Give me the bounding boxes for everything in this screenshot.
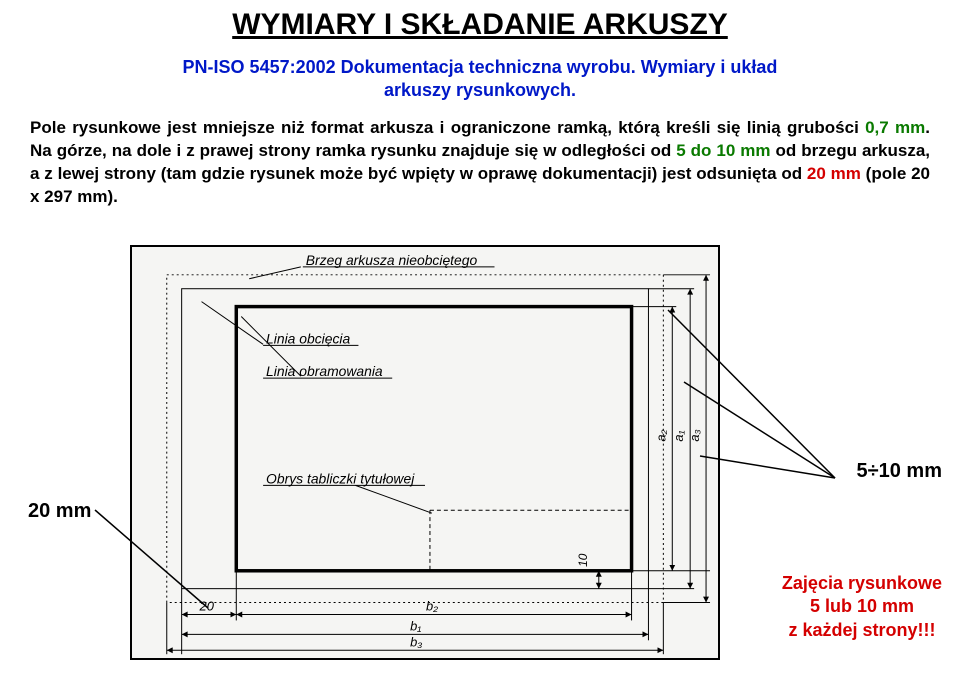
body-paragraph: Pole rysunkowe jest mniejsze niż format … bbox=[30, 117, 930, 209]
para-bold3: 20 mm bbox=[807, 164, 861, 183]
subtitle: PN-ISO 5457:2002 Dokumentacja techniczna… bbox=[0, 56, 960, 103]
technical-diagram: Brzeg arkusza nieobciętego Linia obcięci… bbox=[130, 245, 720, 660]
para-seg1: Pole rysunkowe jest mniejsze niż format … bbox=[30, 118, 865, 137]
para-bold2: 5 do 10 mm bbox=[676, 141, 770, 160]
label-tab: Obrys tabliczki tytułowej bbox=[266, 470, 415, 486]
leader-brzeg bbox=[249, 267, 301, 279]
leader-tab bbox=[355, 485, 431, 513]
dim-b2-text: b₂ bbox=[426, 599, 438, 614]
label-brzeg: Brzeg arkusza nieobciętego bbox=[306, 252, 478, 268]
left-margin-label: 20 mm bbox=[28, 500, 91, 523]
dim-a1-text: a₁ bbox=[671, 430, 686, 441]
subtitle-line2: arkuszy rysunkowych. bbox=[384, 80, 576, 100]
dim-20-text: 20 bbox=[199, 599, 215, 614]
dim-a2-text: a₂ bbox=[653, 429, 668, 441]
right-red-note: Zajęcia rysunkowe 5 lub 10 mm z każdej s… bbox=[782, 572, 942, 642]
para-bold1: 0,7 mm bbox=[865, 118, 925, 137]
label-obr: Linia obramowania bbox=[266, 363, 383, 379]
subtitle-line1: PN-ISO 5457:2002 Dokumentacja techniczna… bbox=[183, 57, 778, 77]
right-margin-label: 5÷10 mm bbox=[857, 460, 942, 483]
dim-b3-text: b₃ bbox=[410, 634, 422, 649]
title-block-outline bbox=[430, 510, 632, 571]
conn-r3 bbox=[700, 456, 835, 478]
outer-dashed-rect bbox=[167, 275, 664, 603]
dim-b1-text: b₁ bbox=[410, 618, 421, 633]
dim-a3-text: a₃ bbox=[687, 429, 702, 441]
cut-line-rect bbox=[182, 289, 649, 589]
note-l3: z każdej strony!!! bbox=[788, 620, 935, 640]
diagram-svg: Brzeg arkusza nieobciętego Linia obcięci… bbox=[132, 247, 718, 659]
page-title: WYMIARY I SKŁADANIE ARKUSZY bbox=[0, 0, 960, 42]
dim-10-text: 10 bbox=[576, 553, 590, 567]
note-l2: 5 lub 10 mm bbox=[810, 596, 914, 616]
note-l1: Zajęcia rysunkowe bbox=[782, 573, 942, 593]
label-obc: Linia obcięcia bbox=[266, 330, 350, 346]
